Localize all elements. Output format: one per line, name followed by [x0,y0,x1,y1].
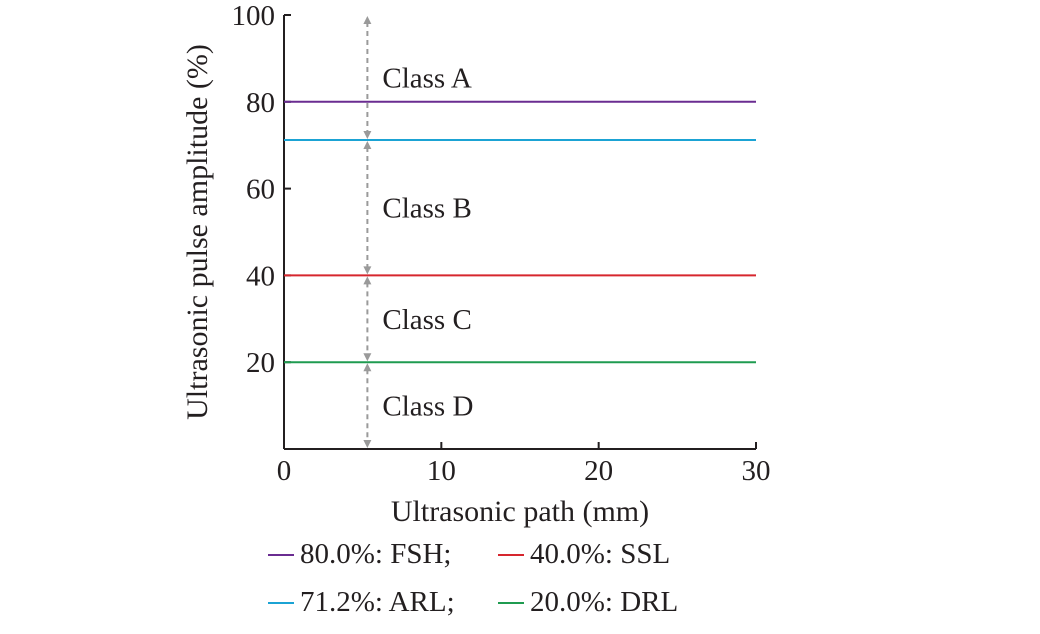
legend-item-drl: 20.0%: DRL [498,586,678,619]
legend: 80.0%: FSH; 40.0%: SSL 71.2%: ARL; 20.0%… [262,538,782,634]
class-c-label: Class C [382,304,471,336]
legend-swatch-arl [268,601,294,604]
y-tick-label: 80 [246,87,275,119]
x-tick-label: 10 [427,455,456,487]
legend-row-1: 80.0%: FSH; 40.0%: SSL [262,538,782,586]
legend-label-fsh: 80.0%: FSH; [300,538,452,570]
y-tick-label: 100 [232,0,276,32]
legend-swatch-ssl [498,553,524,556]
legend-swatch-fsh [268,553,294,556]
legend-item-arl: 71.2%: ARL; [268,586,455,619]
class-d-arrowhead-down [363,440,372,448]
class-a-arrowhead-up [363,16,372,24]
legend-row-2: 71.2%: ARL; 20.0%: DRL [262,586,782,634]
legend-item-fsh: 80.0%: FSH; [268,538,451,571]
class-c-arrowhead-down [363,353,372,362]
class-annotations: Class A Class B Class C Class D [363,16,473,448]
class-c-arrowhead-up [363,276,372,285]
legend-swatch-drl [498,601,524,604]
y-tick-label: 60 [246,174,275,206]
class-b-arrowhead-down [363,266,372,275]
legend-label-arl: 71.2%: ARL; [300,586,455,618]
class-b-label: Class B [382,193,471,225]
class-a-label: Class A [382,62,471,94]
legend-label-ssl: 40.0%: SSL [530,538,671,570]
x-tick-label: 30 [742,455,771,487]
class-d-arrowhead-up [363,363,372,372]
series-lines [284,100,756,364]
class-a-arrowhead-down [363,130,372,139]
chart-plot: 20 40 60 80 100 0 10 20 30 Ultrasonic path (mm) Ul… [181,0,771,528]
class-d-label: Class D [382,391,473,423]
y-tick-label: 20 [246,347,275,379]
legend-item-ssl: 40.0%: SSL [498,538,670,571]
class-b-arrowhead-up [363,140,372,149]
axes: 20 40 60 80 100 0 10 20 30 Ultrasonic path (mm) Ul… [181,0,771,528]
x-tick-label: 20 [584,455,613,487]
x-tick-label: 0 [277,455,292,487]
legend-label-drl: 20.0%: DRL [530,586,679,618]
y-axis-title: Ultrasonic pulse amplitude (%) [181,44,214,420]
x-axis-title: Ultrasonic path (mm) [391,495,649,528]
y-tick-label: 40 [246,260,275,292]
